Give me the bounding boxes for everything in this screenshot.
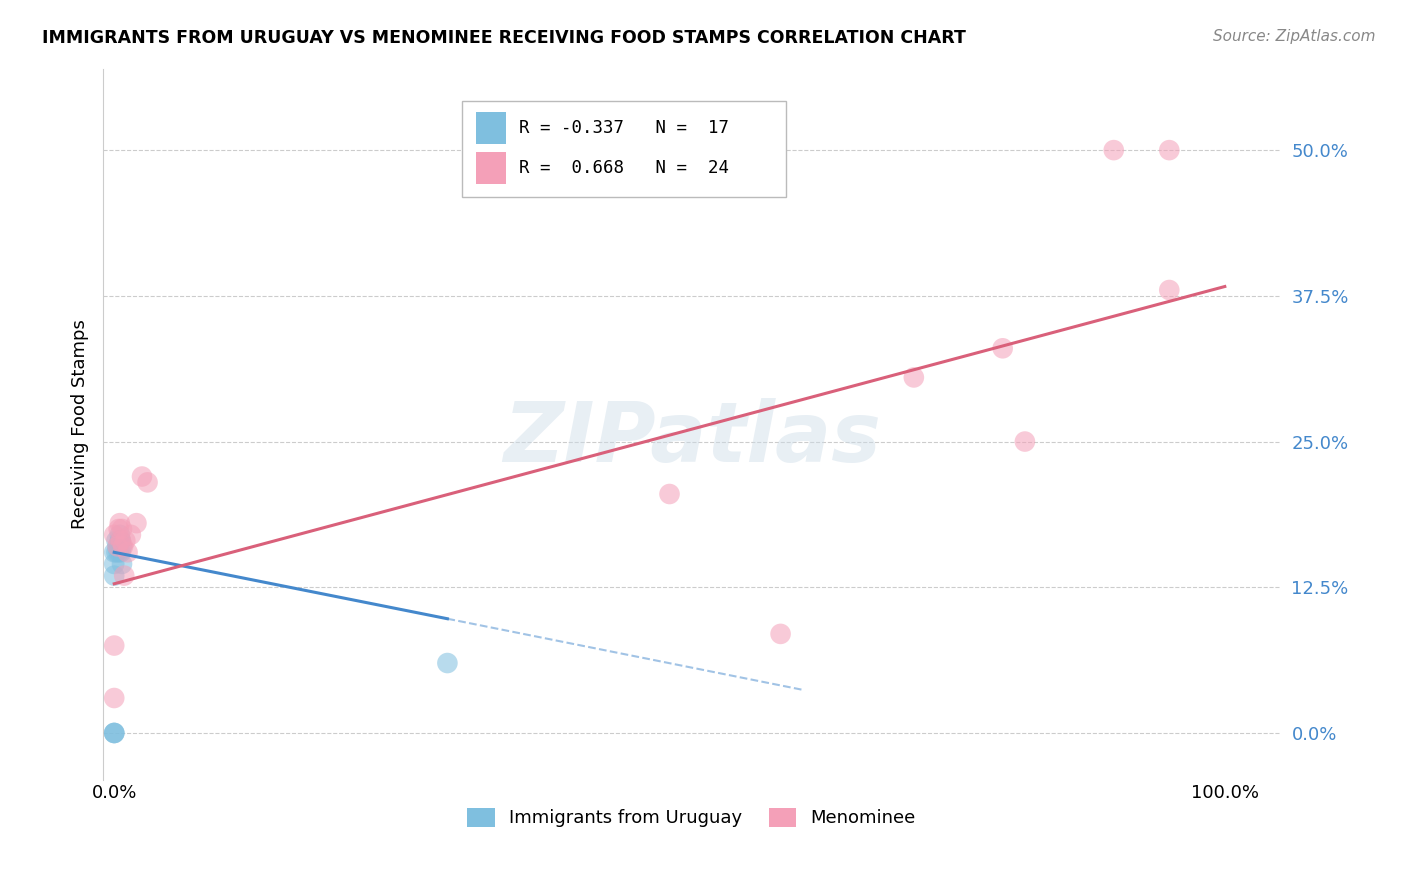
Point [103, 528, 125, 542]
Point [103, 568, 125, 582]
Point [769, 627, 792, 641]
Point [117, 545, 139, 559]
Point [103, 726, 125, 740]
Text: ZIPatlas: ZIPatlas [503, 398, 880, 479]
Point [658, 487, 681, 501]
Point [110, 545, 132, 559]
Point [436, 656, 458, 670]
Point [103, 726, 125, 740]
Point [1159, 283, 1181, 297]
Point [105, 533, 128, 548]
Text: R =  0.668   N =  24: R = 0.668 N = 24 [519, 159, 728, 178]
Point [108, 533, 131, 548]
Text: Source: ZipAtlas.com: Source: ZipAtlas.com [1212, 29, 1375, 44]
Text: IMMIGRANTS FROM URUGUAY VS MENOMINEE RECEIVING FOOD STAMPS CORRELATION CHART: IMMIGRANTS FROM URUGUAY VS MENOMINEE REC… [42, 29, 966, 46]
Y-axis label: Receiving Food Stamps: Receiving Food Stamps [72, 319, 89, 529]
Point [111, 522, 134, 536]
Legend: Immigrants from Uruguay, Menominee: Immigrants from Uruguay, Menominee [460, 801, 924, 835]
Text: R = -0.337   N =  17: R = -0.337 N = 17 [519, 119, 728, 136]
Point [103, 691, 125, 706]
Point [108, 528, 131, 542]
Bar [477, 152, 506, 184]
Point [136, 475, 159, 490]
Point [110, 533, 132, 548]
Point [107, 540, 129, 554]
Point [111, 557, 134, 571]
FancyBboxPatch shape [463, 101, 786, 196]
Point [110, 533, 132, 548]
Point [103, 545, 125, 559]
Point [107, 545, 129, 559]
Point [108, 516, 131, 530]
Point [103, 557, 125, 571]
Point [991, 341, 1014, 355]
Point [112, 568, 135, 582]
Point [107, 522, 129, 536]
Point [105, 545, 128, 559]
Point [103, 639, 125, 653]
Point [131, 469, 153, 483]
Bar [477, 112, 506, 144]
Point [120, 528, 142, 542]
Point [107, 540, 129, 554]
Point [114, 533, 136, 548]
Point [1159, 143, 1181, 157]
Point [1014, 434, 1036, 449]
Point [1102, 143, 1125, 157]
Point [112, 540, 135, 554]
Point [125, 516, 148, 530]
Point [103, 726, 125, 740]
Point [903, 370, 925, 384]
Point [111, 540, 134, 554]
